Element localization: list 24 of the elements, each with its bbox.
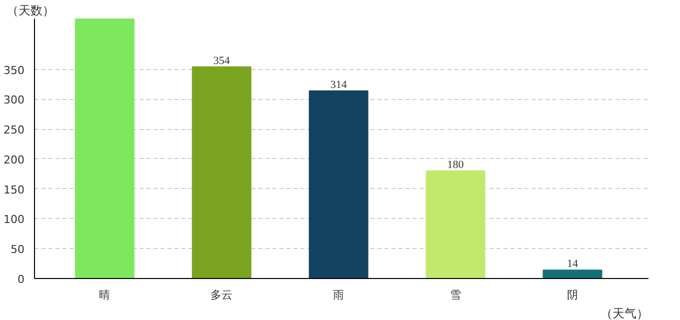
x-tick-label: 晴 (99, 288, 110, 302)
x-tick-label: 雪 (450, 288, 462, 302)
x-tick-label: 雨 (333, 288, 344, 302)
y-tick-label: 350 (4, 64, 25, 77)
bar (426, 170, 486, 278)
bar (74, 18, 134, 278)
x-tick-label: 阴 (566, 288, 578, 302)
y-tick-label: 150 (4, 183, 25, 196)
data-label: 314 (330, 78, 348, 91)
x-tick-label: 多云 (210, 288, 233, 302)
data-label: 180 (447, 158, 464, 171)
x-axis-title: （天气） (600, 306, 648, 320)
y-tick-label: 0 (18, 273, 24, 286)
y-tick-label: 100 (4, 213, 25, 226)
y-tick-label: 200 (4, 153, 25, 166)
y-tick-label: 250 (4, 124, 25, 137)
bar (542, 270, 602, 278)
y-tick-label: 50 (10, 243, 25, 256)
bar (308, 90, 368, 278)
y-tick-label: 300 (4, 94, 25, 107)
data-label: 14 (566, 258, 578, 270)
y-axis-title: （天数） (6, 4, 54, 18)
data-label: 354 (213, 54, 230, 67)
bar (192, 66, 252, 278)
